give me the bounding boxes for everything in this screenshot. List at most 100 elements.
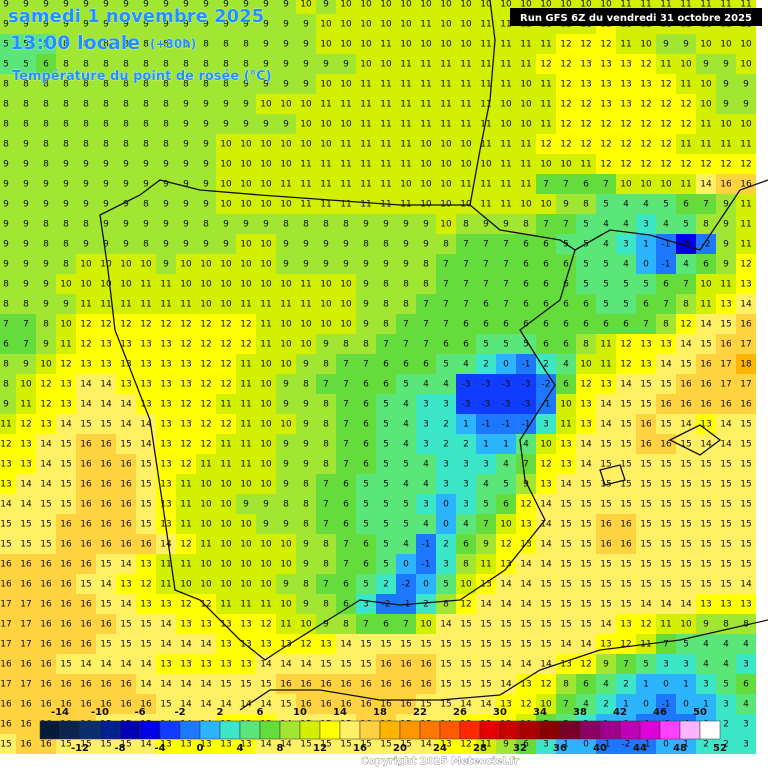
cell-value: 9 [163, 260, 169, 270]
cell-value: 14 [540, 500, 552, 510]
cell-value: 12 [740, 160, 751, 170]
cell-value: 9 [283, 20, 289, 30]
cell-color [436, 14, 456, 34]
cell-color [156, 434, 176, 454]
cell-color [516, 354, 536, 374]
cell-value: 14 [120, 560, 132, 570]
cell-color [56, 14, 76, 34]
cell-value: 2 [463, 440, 469, 450]
cell-value: 9 [303, 240, 309, 250]
cell-value: 3 [623, 240, 629, 250]
cell-value: 10 [660, 180, 672, 190]
cell-value: 14 [520, 600, 532, 610]
cell-color [416, 74, 436, 94]
cell-value: 13 [600, 60, 611, 70]
cell-value: 14 [680, 340, 692, 350]
cell-color [436, 194, 456, 214]
cell-value: 14 [120, 420, 132, 430]
cell-value: 9 [103, 20, 109, 30]
cell-color [316, 454, 336, 474]
cell-value: 8 [323, 600, 329, 610]
cell-value: 8 [143, 240, 149, 250]
cell-color [216, 374, 236, 394]
cell-color [276, 454, 296, 474]
cell-color [76, 14, 96, 34]
cell-color [196, 474, 216, 494]
cell-color [336, 214, 356, 234]
cell-color [676, 274, 696, 294]
cell-value: 10 [420, 40, 432, 50]
cell-value: 16 [380, 680, 392, 690]
cell-color [216, 414, 236, 434]
cell-color [476, 234, 496, 254]
cell-color [96, 134, 116, 154]
cell-value: 11 [640, 0, 651, 10]
cell-value: 13 [120, 580, 131, 590]
cell-color [16, 394, 36, 414]
cell-value: 14 [80, 660, 92, 670]
cell-value: 9 [483, 540, 489, 550]
cell-value: 16 [60, 600, 72, 610]
cell-value: 11 [380, 180, 391, 190]
cell-value: 11 [380, 80, 391, 90]
cell-value: 10 [620, 180, 632, 190]
cell-color [616, 234, 636, 254]
cell-value: 8 [343, 620, 349, 630]
cell-value: 10 [260, 580, 272, 590]
cell-value: 8 [283, 500, 289, 510]
cell-color [556, 274, 576, 294]
cell-value: 11 [320, 180, 331, 190]
cell-color [676, 654, 696, 674]
cell-color [296, 294, 316, 314]
cell-value: 1 [503, 440, 509, 450]
cell-value: 4 [423, 480, 429, 490]
cell-value: 4 [743, 640, 749, 650]
colorbar-label: 32 [513, 743, 527, 754]
cell-color [696, 354, 716, 374]
cell-value: 8 [83, 100, 89, 110]
cell-color [536, 294, 556, 314]
cell-color [356, 414, 376, 434]
cell-color [316, 514, 336, 534]
cell-value: 8 [23, 120, 29, 130]
cell-value: 9 [203, 0, 209, 10]
cell-color [496, 74, 516, 94]
cell-color [316, 354, 336, 374]
colorbar-label: -2 [174, 707, 185, 718]
cell-color [536, 314, 556, 334]
cell-value: 11 [300, 160, 311, 170]
cell-color [156, 394, 176, 414]
cell-color [296, 374, 316, 394]
cell-value: 9 [223, 220, 229, 230]
cell-color [16, 494, 36, 514]
cell-value: 16 [340, 680, 352, 690]
cell-color [276, 254, 296, 274]
cell-color [216, 574, 236, 594]
cell-color [436, 594, 456, 614]
cell-color [456, 254, 476, 274]
cell-value: 13 [540, 480, 551, 490]
cell-value: 13 [160, 440, 171, 450]
cell-value: 9 [303, 20, 309, 30]
cell-color [516, 94, 536, 114]
cell-value: 15 [540, 580, 551, 590]
cell-color [416, 294, 436, 314]
cell-color [336, 134, 356, 154]
cell-color [416, 494, 436, 514]
cell-color [496, 234, 516, 254]
cell-color [476, 274, 496, 294]
cell-value: 9 [363, 260, 369, 270]
cell-value: 10 [400, 20, 412, 30]
cell-value: 10 [220, 160, 232, 170]
cell-color [656, 274, 676, 294]
colorbar-swatch [619, 720, 641, 740]
cell-value: 9 [723, 220, 729, 230]
cell-value: 12 [740, 260, 751, 270]
cell-color [276, 314, 296, 334]
cell-value: 10 [280, 560, 292, 570]
cell-value: 9 [723, 80, 729, 90]
cell-color [376, 454, 396, 474]
cell-color [336, 314, 356, 334]
cell-value: 10 [360, 60, 372, 70]
cell-value: 8 [463, 560, 469, 570]
